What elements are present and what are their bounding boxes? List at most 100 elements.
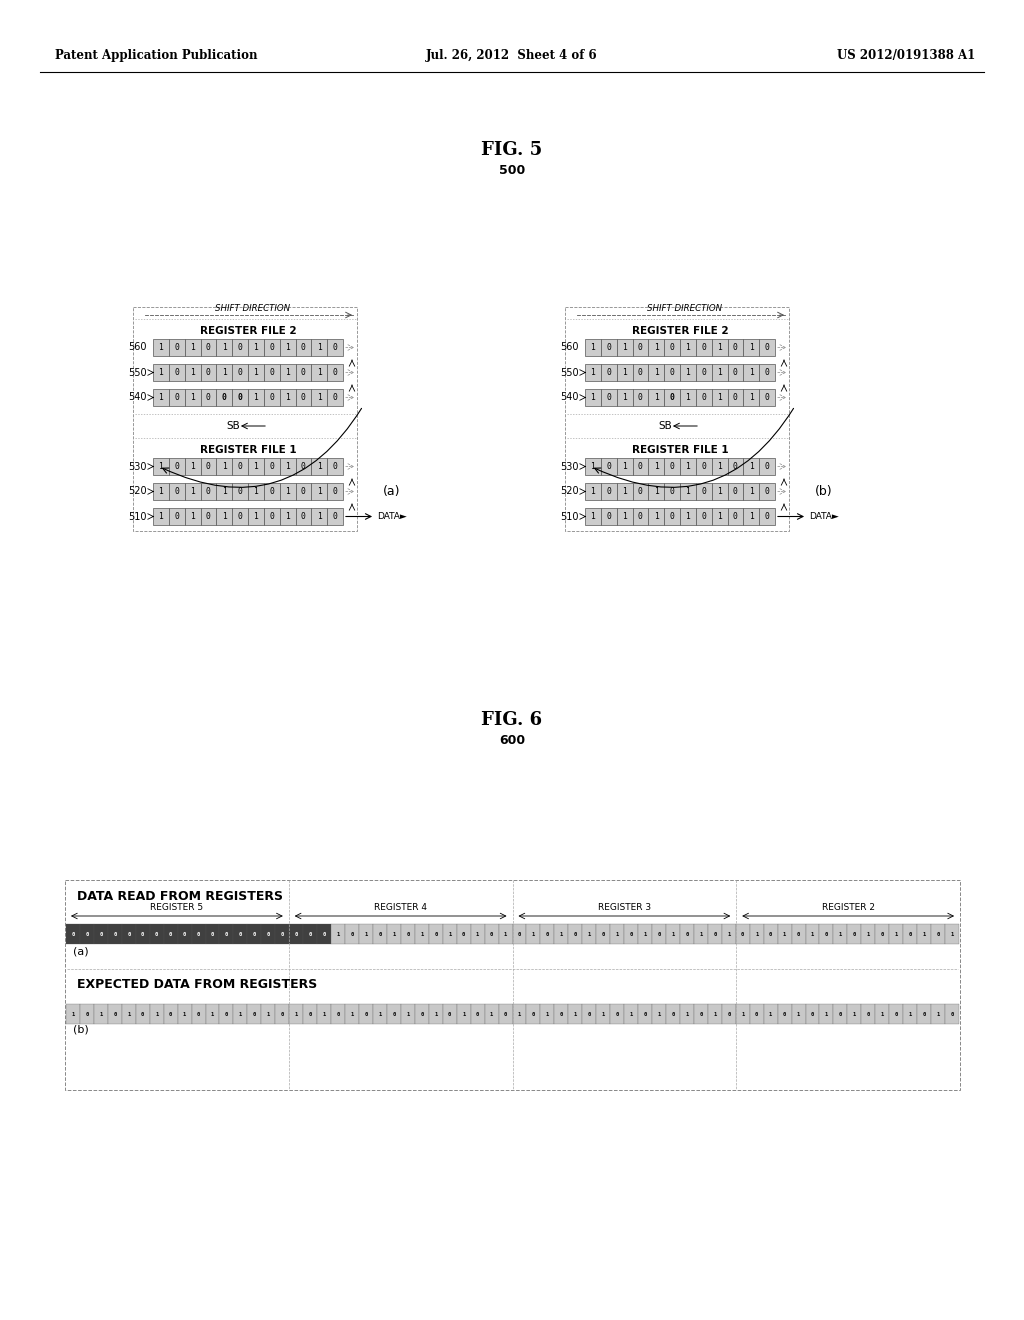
- Bar: [94, 924, 108, 944]
- Text: 1: 1: [797, 1011, 800, 1016]
- Bar: [471, 924, 484, 944]
- Bar: [759, 364, 775, 381]
- Text: 1: 1: [295, 1011, 298, 1016]
- Text: 1: 1: [908, 1011, 911, 1016]
- Text: 0: 0: [606, 462, 611, 471]
- Bar: [136, 1005, 150, 1024]
- Text: 0: 0: [238, 487, 243, 496]
- Bar: [206, 924, 219, 944]
- Bar: [848, 1005, 861, 1024]
- Bar: [512, 924, 526, 944]
- Text: 0: 0: [670, 487, 675, 496]
- Text: 0: 0: [839, 1011, 842, 1016]
- Text: 0: 0: [72, 932, 75, 936]
- Bar: [680, 508, 696, 525]
- Text: 520: 520: [560, 487, 579, 496]
- Text: 1: 1: [591, 343, 595, 352]
- Bar: [585, 364, 601, 381]
- Text: 1: 1: [323, 1011, 326, 1016]
- Bar: [512, 1005, 526, 1024]
- Bar: [150, 924, 164, 944]
- Text: 1: 1: [591, 462, 595, 471]
- Text: 1: 1: [653, 343, 658, 352]
- Text: 0: 0: [238, 462, 243, 471]
- Text: 1: 1: [285, 368, 290, 378]
- Bar: [727, 483, 743, 500]
- Bar: [648, 339, 665, 356]
- Text: 1: 1: [159, 512, 164, 521]
- Text: 0: 0: [169, 1011, 172, 1016]
- Bar: [712, 508, 727, 525]
- Text: 1: 1: [717, 462, 722, 471]
- Text: 1: 1: [623, 393, 627, 403]
- Text: 1: 1: [866, 932, 870, 936]
- Text: 1: 1: [653, 393, 658, 403]
- Bar: [80, 924, 94, 944]
- Text: 1: 1: [653, 487, 658, 496]
- Text: 0: 0: [85, 1011, 88, 1016]
- Bar: [415, 924, 429, 944]
- Text: 550: 550: [128, 367, 147, 378]
- Bar: [219, 924, 233, 944]
- Bar: [359, 1005, 373, 1024]
- Text: 0: 0: [606, 512, 611, 521]
- Text: 0: 0: [936, 932, 940, 936]
- Bar: [633, 389, 648, 407]
- Text: 1: 1: [190, 512, 195, 521]
- Bar: [327, 339, 343, 356]
- Text: 1: 1: [749, 462, 754, 471]
- Bar: [680, 339, 696, 356]
- Text: 1: 1: [285, 343, 290, 352]
- Text: 1: 1: [591, 487, 595, 496]
- Bar: [429, 1005, 442, 1024]
- Bar: [327, 458, 343, 475]
- Text: 1: 1: [643, 932, 647, 936]
- Bar: [652, 924, 666, 944]
- Text: 0: 0: [638, 368, 643, 378]
- Bar: [457, 924, 471, 944]
- Bar: [66, 924, 80, 944]
- Text: 1: 1: [824, 1011, 828, 1016]
- Bar: [616, 364, 633, 381]
- Text: 0: 0: [531, 1011, 536, 1016]
- Text: 1: 1: [316, 343, 322, 352]
- Bar: [696, 364, 712, 381]
- Bar: [191, 924, 206, 944]
- Bar: [303, 924, 317, 944]
- Text: 0: 0: [333, 462, 338, 471]
- Text: 1: 1: [546, 1011, 549, 1016]
- Text: 0: 0: [701, 343, 707, 352]
- Text: 1: 1: [127, 1011, 130, 1016]
- Text: 0: 0: [672, 1011, 675, 1016]
- Bar: [610, 924, 624, 944]
- Text: 1: 1: [591, 512, 595, 521]
- Bar: [889, 1005, 903, 1024]
- Text: 1: 1: [159, 343, 164, 352]
- Bar: [727, 339, 743, 356]
- Bar: [596, 924, 610, 944]
- Text: 1: 1: [531, 932, 536, 936]
- Bar: [694, 924, 708, 944]
- Text: 0: 0: [407, 932, 410, 936]
- Bar: [633, 483, 648, 500]
- Text: REGISTER FILE 2: REGISTER FILE 2: [200, 326, 296, 337]
- Text: 1: 1: [741, 1011, 744, 1016]
- Text: 530: 530: [560, 462, 579, 471]
- Text: 0: 0: [606, 487, 611, 496]
- Text: 1: 1: [518, 1011, 521, 1016]
- Text: 0: 0: [269, 393, 274, 403]
- Bar: [264, 389, 280, 407]
- Bar: [296, 389, 311, 407]
- Text: 0: 0: [301, 343, 306, 352]
- Bar: [945, 1005, 959, 1024]
- Bar: [327, 508, 343, 525]
- Bar: [541, 924, 554, 944]
- Bar: [743, 458, 759, 475]
- Text: 0: 0: [755, 1011, 759, 1016]
- Text: 0: 0: [225, 932, 228, 936]
- Text: 0: 0: [476, 1011, 479, 1016]
- Bar: [311, 508, 327, 525]
- Bar: [736, 924, 750, 944]
- Text: 1: 1: [254, 368, 258, 378]
- Text: 0: 0: [606, 393, 611, 403]
